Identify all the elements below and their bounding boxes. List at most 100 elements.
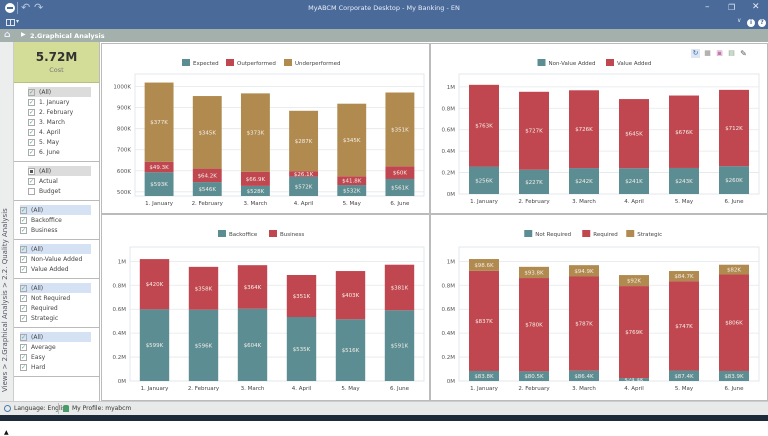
bar-segment[interactable] [385, 166, 415, 179]
bar-segment[interactable] [139, 259, 170, 310]
filter-option[interactable]: ✓ Backoffice [20, 215, 99, 225]
checkbox-icon[interactable]: ✓ [20, 294, 27, 302]
bar-segment[interactable] [144, 172, 174, 196]
filter-option[interactable]: ✓ Actual [28, 176, 99, 186]
bar-segment[interactable] [569, 370, 599, 381]
bar-segment[interactable] [384, 264, 415, 311]
filter-select-all[interactable]: ✓ (All) [20, 205, 91, 215]
bar-segment[interactable] [669, 95, 699, 168]
bar-segment[interactable] [335, 271, 366, 320]
filter-option[interactable]: ✓ Average [20, 342, 99, 352]
bar-segment[interactable] [619, 286, 649, 379]
profile-link[interactable]: My Profile: myabcm [63, 405, 131, 412]
bar-segment[interactable] [469, 166, 499, 194]
bar-segment[interactable] [569, 276, 599, 371]
home-icon[interactable]: ⌂ [4, 30, 11, 40]
checkbox-icon[interactable]: ✓ [20, 304, 27, 312]
checkbox-icon[interactable]: ✓ [20, 284, 27, 292]
bar-segment[interactable] [719, 264, 749, 275]
legend-item[interactable]: Non-Value Added [537, 59, 596, 67]
bar-segment[interactable] [669, 281, 699, 371]
filter-option[interactable]: ✓ 2. February [28, 107, 99, 117]
checkbox-icon[interactable]: ✓ [20, 245, 27, 253]
bar-segment[interactable] [519, 278, 549, 372]
bar-segment[interactable] [719, 89, 749, 167]
bar-segment[interactable] [337, 103, 367, 177]
bar-segment[interactable] [335, 319, 366, 381]
bar-segment[interactable] [669, 370, 699, 381]
save-icon[interactable]: ▣ [716, 49, 723, 57]
bar-segment[interactable] [619, 378, 649, 381]
filter-option[interactable]: ✓ 5. May [28, 137, 99, 147]
bar-segment[interactable] [519, 371, 549, 381]
bar-segment[interactable] [240, 93, 270, 172]
checkbox-icon[interactable]: ✓ [28, 118, 35, 126]
checkbox-icon[interactable]: ✓ [28, 138, 35, 146]
legend-item[interactable]: Value Added [606, 59, 651, 67]
info-icon[interactable]: i [747, 19, 755, 27]
bar-segment[interactable] [188, 266, 219, 310]
filter-option[interactable]: ✓ Business [20, 225, 99, 235]
bar-segment[interactable] [719, 370, 749, 381]
bar-segment[interactable] [385, 92, 415, 167]
bar-segment[interactable] [337, 176, 367, 186]
help-icon[interactable]: ? [758, 19, 766, 27]
filter-option[interactable]: ✓ 6. June [28, 147, 99, 157]
filter-option[interactable]: ✓ Easy [20, 352, 99, 362]
bar-segment[interactable] [519, 91, 549, 170]
bar-segment[interactable] [469, 370, 499, 381]
checkbox-icon[interactable]: ✓ [20, 226, 27, 234]
bar-segment[interactable] [144, 82, 174, 162]
filter-option[interactable]: ✓ Non-Value Added [20, 254, 99, 264]
filter-select-all[interactable]: ✓ (All) [20, 283, 91, 293]
legend-item[interactable]: Required [582, 230, 618, 238]
collapse-up-icon[interactable]: ▲ [4, 429, 9, 436]
bar-segment[interactable] [519, 266, 549, 279]
checkbox-icon[interactable] [28, 167, 35, 175]
bar-segment[interactable] [569, 168, 599, 194]
filter-select-all[interactable]: ✓ (All) [28, 87, 91, 97]
filter-option[interactable]: ✓ Value Added [20, 264, 99, 274]
checkbox-icon[interactable]: ✓ [20, 353, 27, 361]
layout-dropdown-chevron-icon[interactable]: ▾ [16, 18, 20, 25]
filter-select-all[interactable]: (All) [28, 166, 91, 176]
bar-segment[interactable] [188, 309, 219, 381]
legend-item[interactable]: Strategic [626, 230, 662, 238]
checkbox-icon[interactable]: ✓ [20, 314, 27, 322]
bar-segment[interactable] [286, 316, 317, 381]
bar-segment[interactable] [619, 99, 649, 169]
legend-item[interactable]: Not Required [524, 230, 571, 238]
bar-segment[interactable] [619, 275, 649, 287]
redo-icon[interactable]: ↷ [34, 1, 44, 14]
filter-option[interactable]: Budget [28, 186, 99, 196]
grid-icon[interactable]: ▦ [704, 49, 711, 57]
checkbox-icon[interactable] [28, 187, 35, 195]
edit-icon[interactable]: ✎ [740, 49, 747, 58]
export-icon[interactable]: ▤ [728, 49, 735, 57]
checkbox-icon[interactable]: ✓ [20, 206, 27, 214]
checkbox-icon[interactable]: ✓ [28, 98, 35, 106]
checkbox-icon[interactable]: ✓ [20, 363, 27, 371]
undo-icon[interactable]: ↶ [21, 1, 31, 14]
layout-icon[interactable] [6, 19, 15, 26]
bar-segment[interactable] [192, 182, 222, 196]
checkbox-icon[interactable]: ✓ [20, 343, 27, 351]
bar-segment[interactable] [569, 90, 599, 169]
checkbox-icon[interactable]: ✓ [20, 265, 27, 273]
bar-segment[interactable] [289, 171, 319, 177]
bar-segment[interactable] [719, 274, 749, 371]
bar-segment[interactable] [289, 110, 319, 172]
legend-item[interactable]: Backoffice [218, 230, 258, 238]
bar-segment[interactable] [669, 271, 699, 282]
checkbox-icon[interactable]: ✓ [20, 333, 27, 341]
bar-segment[interactable] [192, 168, 222, 183]
bar-segment[interactable] [469, 270, 499, 371]
filter-option[interactable]: ✓ 4. April [28, 127, 99, 137]
legend-item[interactable]: Outperformed [226, 59, 276, 67]
checkbox-icon[interactable]: ✓ [28, 177, 35, 185]
close-icon[interactable]: ✕ [752, 2, 760, 12]
breadcrumb-current[interactable]: 2.Graphical Analysis [30, 32, 105, 40]
bar-segment[interactable] [237, 308, 268, 381]
checkbox-icon[interactable]: ✓ [28, 108, 35, 116]
filter-option[interactable]: ✓ Hard [20, 362, 99, 372]
